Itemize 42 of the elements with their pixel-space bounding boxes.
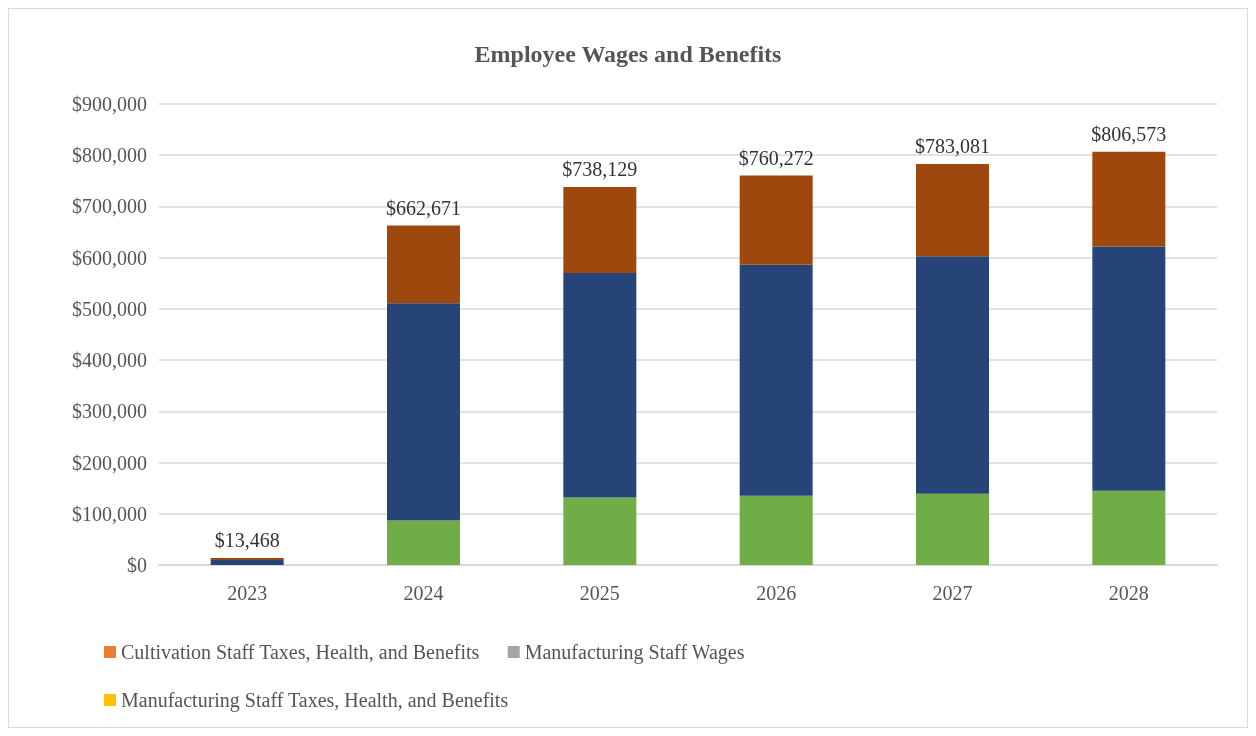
x-tick-label: 2027 (932, 582, 973, 604)
y-tick-label: $0 (127, 554, 147, 576)
chart-title: Employee Wages and Benefits (474, 41, 782, 67)
y-tick-label: $700,000 (72, 195, 147, 218)
x-tick-label: 2028 (1108, 582, 1149, 604)
x-tick-label: 2023 (227, 582, 268, 604)
bar (563, 273, 637, 498)
bar (1092, 246, 1166, 491)
bar (563, 497, 637, 565)
bar (387, 520, 460, 565)
total-label: $662,671 (386, 196, 461, 219)
bar (739, 264, 813, 496)
bar (916, 163, 989, 257)
bar (387, 303, 460, 521)
legend-label: Cultivation Staff Taxes, Health, and Benefits (121, 641, 480, 663)
bar (739, 175, 813, 265)
total-label: $783,081 (915, 134, 990, 157)
legend-label: Manufacturing Staff Wages (524, 641, 745, 664)
legend-label: Manufacturing Staff Taxes, Health, and Benefits (121, 689, 509, 712)
y-tick-label: $800,000 (72, 144, 147, 167)
bar (563, 186, 637, 274)
x-tick-label: 2024 (403, 582, 444, 604)
bar (916, 256, 989, 494)
bar (387, 225, 460, 304)
bar (739, 495, 813, 565)
bar (916, 493, 989, 565)
y-tick-label: $200,000 (72, 451, 147, 474)
bar (1092, 151, 1166, 247)
bar (210, 559, 284, 565)
x-tick-label: 2025 (579, 582, 620, 604)
y-tick-label: $300,000 (72, 400, 147, 423)
total-label: $760,272 (738, 146, 814, 169)
total-label: $13,468 (214, 529, 280, 552)
y-tick-label: $100,000 (72, 502, 147, 525)
y-tick-label: $400,000 (72, 349, 147, 372)
x-tick-label: 2026 (756, 582, 797, 604)
y-tick-label: $900,000 (72, 93, 147, 115)
total-label: $806,573 (1091, 122, 1167, 145)
total-label: $738,129 (562, 157, 638, 180)
y-tick-label: $600,000 (72, 246, 147, 269)
y-tick-label: $500,000 (72, 297, 147, 320)
bar (1092, 490, 1166, 565)
